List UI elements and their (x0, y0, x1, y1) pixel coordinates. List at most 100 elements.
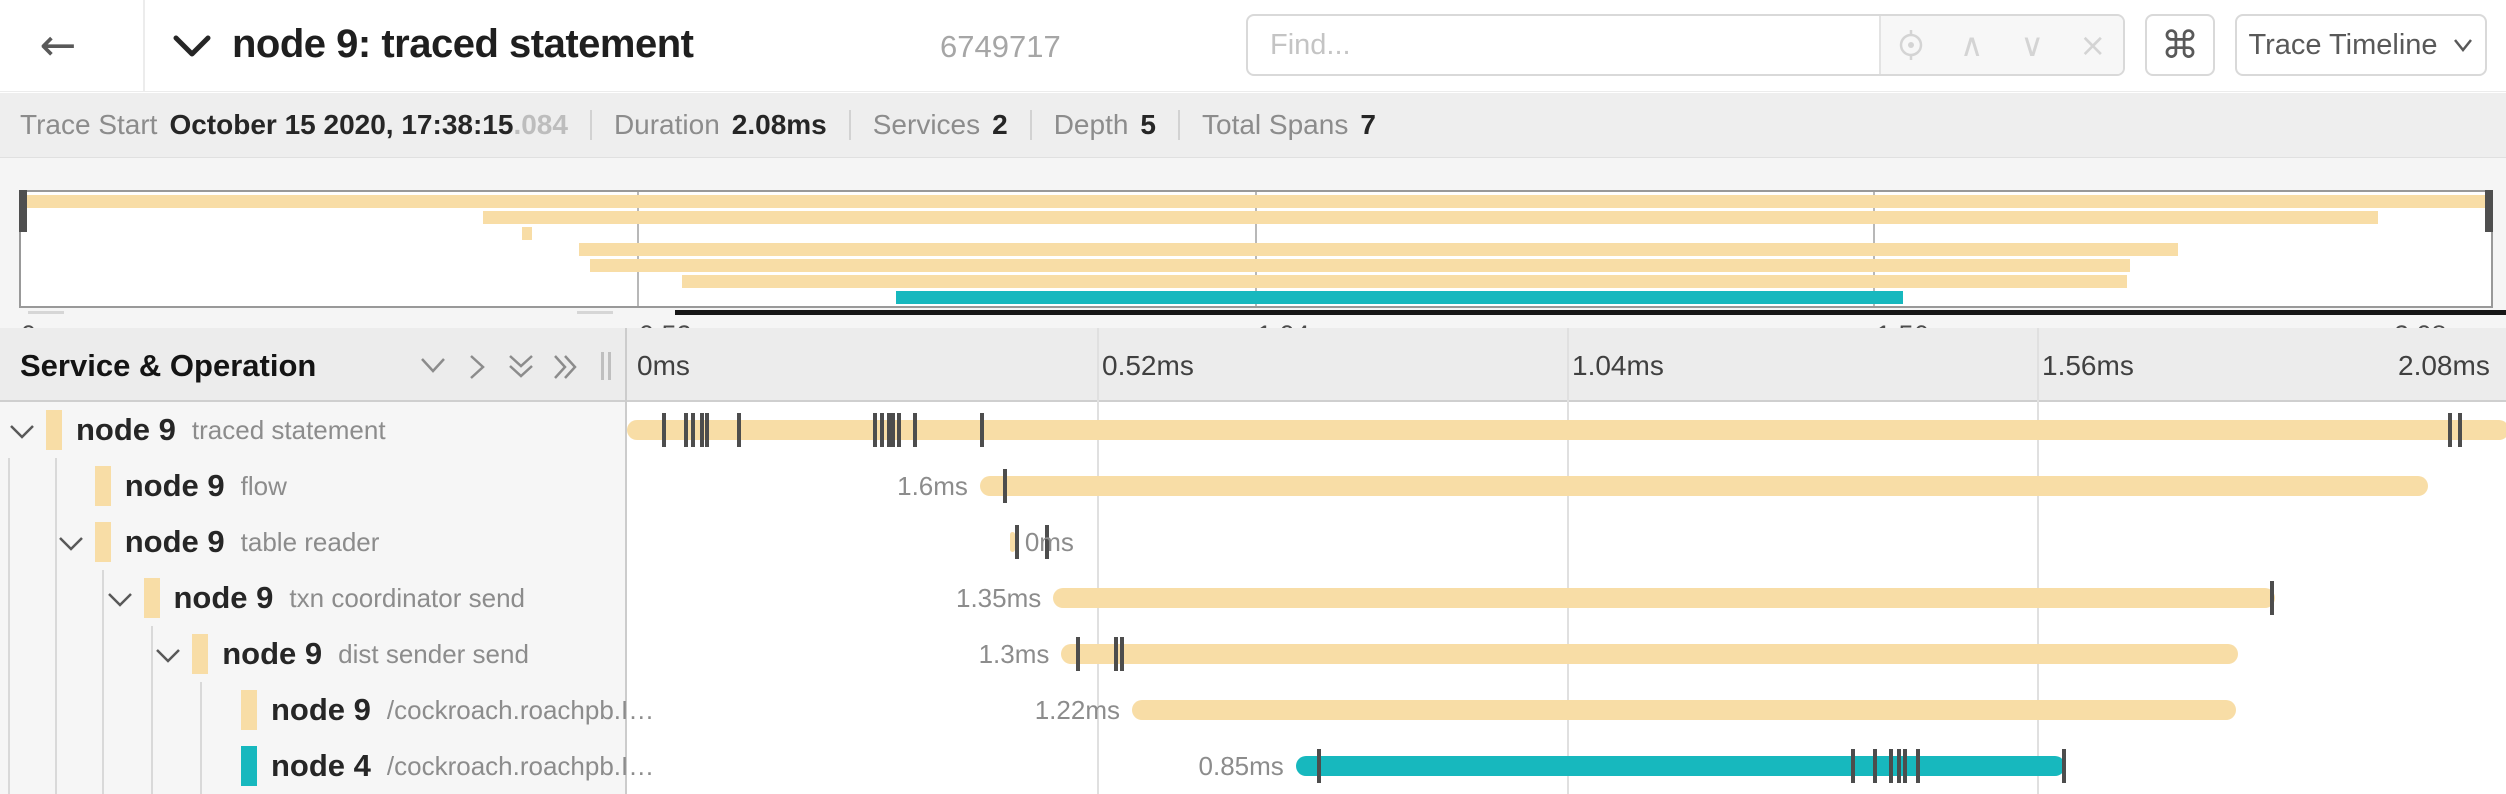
operation-name: /cockroach.roachpb.I… (386, 694, 655, 725)
find-input[interactable] (1248, 16, 1879, 74)
span-log-marker (1317, 749, 1322, 783)
span-duration-label: 1.6ms (897, 471, 968, 501)
service-name: node 9 (271, 692, 371, 727)
expand-one-icon[interactable] (464, 352, 490, 382)
span-name-row[interactable]: node 9 dist sender send (0, 626, 625, 682)
horizontal-scrollbar-thumb[interactable] (675, 310, 2506, 315)
span-log-marker (1889, 749, 1894, 783)
span-log-marker (700, 413, 705, 447)
span-duration-label: 0ms (1024, 527, 1074, 557)
operation-name: traced statement (191, 414, 386, 445)
collapse-all-icon[interactable] (506, 352, 536, 382)
span-duration-label: 1.22ms (1034, 695, 1120, 725)
page-title: node 9: traced statement (232, 22, 694, 66)
span-bar[interactable] (627, 420, 2506, 440)
minimap-span-bar (589, 259, 2130, 272)
span-name: node 9/cockroach.roachpb.I… (271, 682, 654, 738)
span-log-marker (1015, 525, 1020, 559)
span-log-marker (1003, 469, 1008, 503)
minimap-span-bar (578, 243, 2179, 256)
trace-summary-bar: Trace Start October 15 2020, 17:38:15.08… (0, 93, 2506, 158)
collapse-chevron-icon[interactable] (106, 590, 134, 608)
span-name-row[interactable]: node 9 traced statement (0, 402, 625, 458)
collapse-chevron-icon[interactable] (8, 422, 36, 440)
timeline-tick-label: 2.08ms (2398, 350, 2490, 381)
summary-label: Services (872, 109, 981, 140)
collapse-chevron-icon[interactable] (154, 646, 182, 664)
locate-icon[interactable] (1894, 28, 1928, 62)
span-bar[interactable] (1131, 700, 2237, 720)
timeline-tick-label: 0.52ms (1102, 350, 1194, 381)
find-control: ∧ ∨ × (1246, 14, 2125, 76)
summary-label: Total Spans (1202, 109, 1349, 140)
summary-depth: Depth 5 (1054, 109, 1156, 141)
summary-value-suffix: .084 (513, 109, 568, 140)
span-bar[interactable] (1009, 532, 1015, 552)
span-log-marker (1851, 749, 1856, 783)
span-name-row[interactable]: node 9/cockroach.roachpb.I… (0, 682, 654, 738)
service-name: node 9 (222, 636, 323, 671)
find-next-icon[interactable]: ∨ (2020, 26, 2044, 64)
summary-duration: Duration 2.08ms (614, 109, 827, 141)
timeline-tick-label: 0ms (637, 350, 690, 381)
summary-divider (1178, 110, 1180, 140)
summary-divider (1029, 110, 1032, 140)
service-name: node 9 (76, 412, 176, 447)
summary-value: October 15 2020, 17:38:15 (169, 109, 514, 140)
span-name: node 9 traced statement (76, 402, 386, 458)
service-name: node 4 (271, 748, 371, 783)
span-name-row[interactable]: node 9 table reader (0, 514, 625, 570)
service-color-bar (241, 746, 257, 786)
span-log-marker (2062, 749, 2067, 783)
span-log-marker (1120, 637, 1125, 671)
collapse-trace-chevron-icon[interactable] (172, 32, 212, 60)
minimap-span-bar (522, 227, 533, 240)
operation-name: flow (240, 470, 287, 501)
minimap-right-scrubber[interactable] (2485, 190, 2493, 232)
timeline-gridline (1567, 328, 1569, 794)
trace-view-selector[interactable]: Trace Timeline (2235, 14, 2487, 76)
operation-name: table reader (240, 526, 380, 557)
span-bar[interactable] (1061, 644, 2238, 664)
span-log-marker (683, 413, 688, 447)
timeline-header-row (0, 328, 2506, 402)
span-name: node 9 dist sender send (222, 626, 529, 682)
span-bar[interactable] (1295, 756, 2066, 776)
span-log-marker (912, 413, 917, 447)
service-name: node 9 (173, 580, 274, 615)
span-name: node 9 txn coordinator send (174, 570, 526, 626)
operation-name: txn coordinator send (289, 582, 525, 613)
span-bar[interactable] (1053, 588, 2275, 608)
span-duration-label: 0.85ms (1198, 751, 1284, 781)
span-name: node 4/cockroach.roachpb.I… (271, 738, 654, 794)
service-color-bar (192, 634, 209, 674)
service-color-bar (143, 578, 160, 618)
expand-all-icon[interactable] (551, 352, 581, 382)
chevron-down-icon (2453, 39, 2472, 53)
span-bar[interactable] (979, 476, 2428, 496)
column-resizer-grip[interactable] (601, 352, 615, 385)
column-divider[interactable] (625, 328, 627, 794)
timeline-tick-label: 1.04ms (1572, 350, 1664, 381)
span-log-marker (1075, 637, 1080, 671)
find-clear-icon[interactable]: × (2079, 26, 2107, 64)
operation-name: /cockroach.roachpb.I… (386, 750, 655, 781)
summary-trace-start: Trace Start October 15 2020, 17:38:15.08… (20, 109, 568, 141)
span-log-marker (891, 413, 896, 447)
span-log-marker (737, 413, 742, 447)
collapse-one-icon[interactable] (418, 352, 448, 378)
span-name-row[interactable]: node 9 txn coordinator send (0, 570, 625, 626)
keyboard-shortcuts-button[interactable]: ⌘ (2145, 14, 2215, 76)
topbar-divider (143, 0, 145, 92)
service-color-bar (241, 690, 257, 730)
span-log-marker (691, 413, 696, 447)
minimap-left-scrubber[interactable] (19, 190, 27, 232)
tree-guide-line (200, 682, 202, 794)
span-name-row[interactable]: node 4/cockroach.roachpb.I… (0, 738, 654, 794)
span-name-row[interactable]: node 9 flow (0, 458, 625, 514)
summary-value: 2.08ms (731, 109, 827, 140)
collapse-chevron-icon[interactable] (57, 534, 85, 552)
back-arrow-button[interactable]: ← (39, 20, 77, 71)
find-prev-icon[interactable]: ∧ (1960, 26, 1984, 64)
span-name: node 9 flow (125, 458, 287, 514)
